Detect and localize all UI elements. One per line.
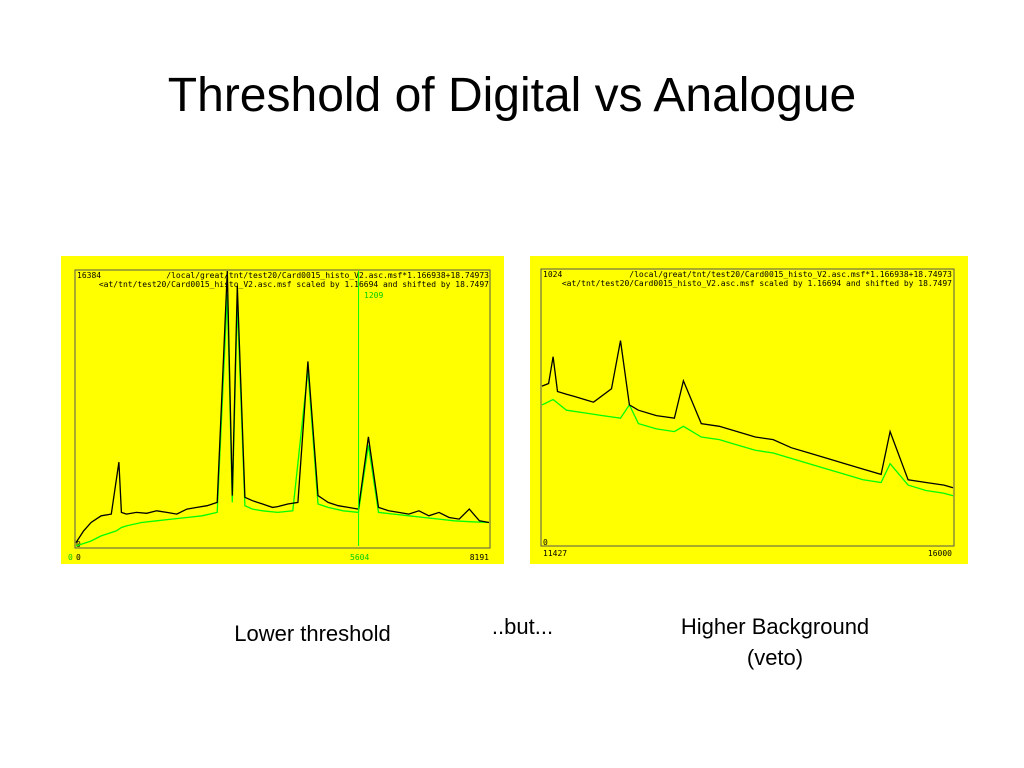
caption-right-line-2: (veto) (746, 645, 804, 670)
header-line-2: <at/tnt/test20/Card0015_histo_V2.asc.msf… (99, 280, 489, 289)
series-line-black (541, 340, 954, 489)
y-max-label: 16384 (77, 271, 101, 280)
x-max-label: 8191 (470, 553, 489, 562)
cursor-label: 1209 (364, 291, 383, 300)
caption-lower-threshold: Lower threshold (234, 621, 391, 646)
chart-panel-left: 16384 /local/great/tnt/test20/Card0015_h… (61, 256, 504, 564)
y-max-label: 1024 (543, 270, 562, 279)
x-max-label: 16000 (928, 549, 952, 558)
x-origin-marker-label: 0 (68, 553, 73, 562)
chart-left: 16384 /local/great/tnt/test20/Card0015_h… (68, 269, 491, 562)
header-line-1: /local/great/tnt/test20/Card0015_histo_V… (166, 271, 489, 280)
caption-higher-background: Higher Background (veto) (650, 611, 900, 673)
series-line-green (75, 294, 490, 547)
header-line-2: <at/tnt/test20/Card0015_histo_V2.asc.msf… (562, 279, 952, 288)
chart-right: 1024 /local/great/tnt/test20/Card0015_hi… (540, 268, 955, 558)
plot-frame (74, 269, 491, 549)
plot-frame (540, 268, 955, 547)
chart-panel-right: 1024 /local/great/tnt/test20/Card0015_hi… (530, 256, 968, 564)
series-group-right (541, 340, 954, 497)
caption-but: ..but... (491, 614, 554, 639)
caption-right-line-1: Higher Background (680, 614, 870, 639)
series-line-black (75, 270, 490, 543)
series-line-green (541, 398, 954, 497)
slide-title: Threshold of Digital vs Analogue (167, 69, 857, 122)
cursor-x-label: 5604 (350, 553, 369, 562)
x-min-label: 0 (76, 553, 81, 562)
series-group-left (75, 270, 490, 547)
header-line-1: /local/great/tnt/test20/Card0015_histo_V… (629, 270, 952, 279)
y-min-label: 0 (543, 538, 548, 547)
x-min-label: 11427 (543, 549, 567, 558)
